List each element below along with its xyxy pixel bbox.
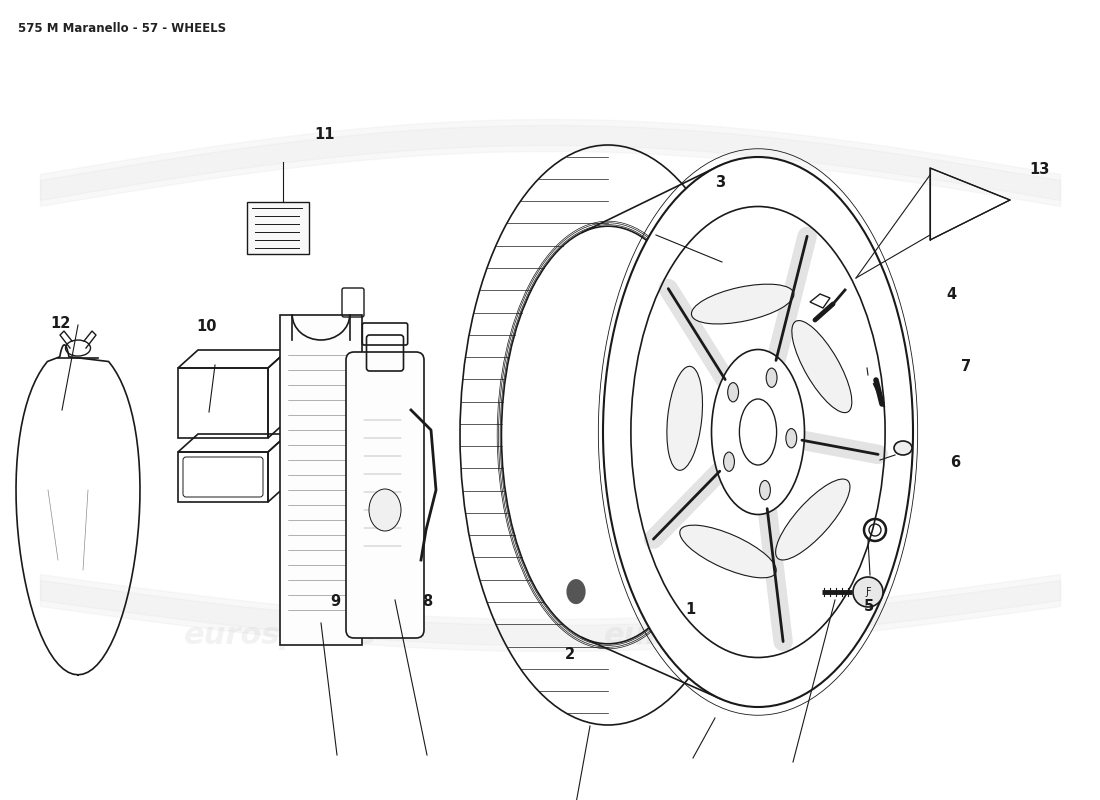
Ellipse shape [712,350,804,514]
Ellipse shape [776,479,850,560]
FancyBboxPatch shape [280,315,362,645]
Text: 6: 6 [949,455,960,470]
Ellipse shape [759,481,770,500]
Text: 7: 7 [960,359,971,374]
Ellipse shape [739,399,777,465]
Text: 11: 11 [315,127,334,142]
Text: 3: 3 [715,175,726,190]
Text: 8: 8 [421,594,432,609]
Text: Ƒ: Ƒ [866,587,871,597]
Text: 2: 2 [564,647,575,662]
Text: 5: 5 [864,599,874,614]
Text: 13: 13 [1030,162,1049,177]
Ellipse shape [724,452,735,471]
Text: 10: 10 [197,319,217,334]
Ellipse shape [894,441,912,455]
Ellipse shape [785,429,796,448]
Text: 575 M Maranello - 57 - WHEELS: 575 M Maranello - 57 - WHEELS [18,22,227,35]
Ellipse shape [603,157,913,707]
Text: 1: 1 [685,602,696,617]
Text: eurospares: eurospares [184,621,376,650]
Ellipse shape [680,525,777,578]
Bar [248,202,309,254]
Text: 4: 4 [946,287,957,302]
Ellipse shape [368,489,402,531]
Ellipse shape [692,284,794,324]
Text: 12: 12 [51,317,70,331]
Ellipse shape [792,321,851,413]
Text: eurospares: eurospares [604,621,796,650]
Ellipse shape [852,577,883,607]
Ellipse shape [667,366,703,470]
FancyBboxPatch shape [346,352,424,638]
Ellipse shape [566,579,585,604]
Ellipse shape [767,368,777,387]
Ellipse shape [728,382,738,402]
Text: 9: 9 [330,594,341,609]
